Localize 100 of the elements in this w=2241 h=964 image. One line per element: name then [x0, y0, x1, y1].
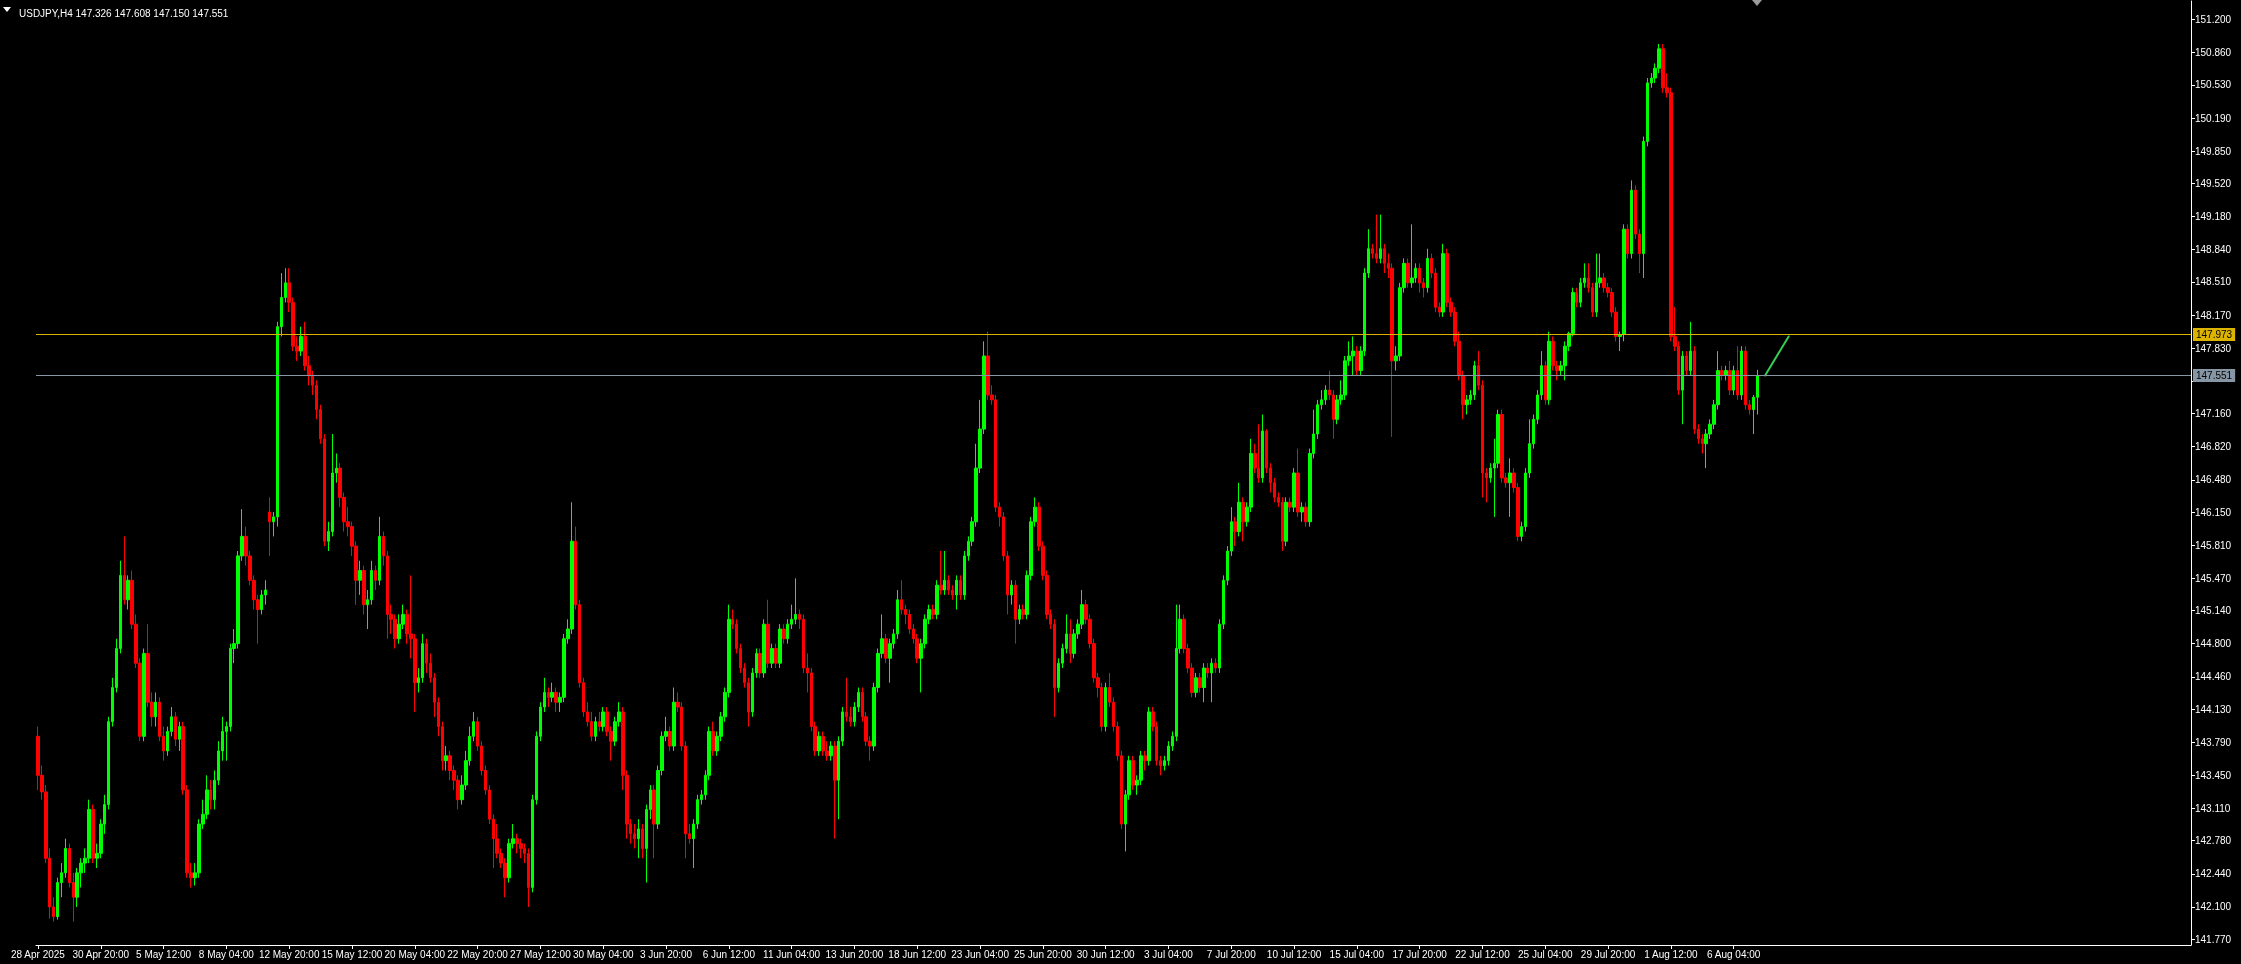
- candlestick: [955, 574, 958, 611]
- y-tick-label: 144.460: [2195, 671, 2232, 683]
- candlestick: [594, 716, 597, 742]
- candlestick: [154, 691, 157, 728]
- candlestick: [762, 618, 766, 679]
- candlestick: [986, 331, 990, 401]
- candlestick: [1508, 457, 1512, 518]
- y-tick-label: 149.520: [2195, 177, 2232, 189]
- candlestick: [209, 779, 212, 810]
- x-tick-label: 30 Apr 20:00: [72, 948, 130, 960]
- candlestick: [358, 560, 362, 596]
- y-tick-label: 150.190: [2195, 112, 2232, 124]
- y-tick-label: 144.800: [2195, 638, 2232, 650]
- candlestick: [601, 706, 605, 732]
- candlestick: [668, 726, 672, 752]
- y-tick-label: 147.830: [2195, 342, 2232, 354]
- candlestick: [1261, 413, 1264, 484]
- candlestick: [1575, 287, 1578, 308]
- y-tick-label: 143.110: [2195, 802, 2231, 814]
- candlestick: [515, 833, 519, 854]
- x-tick-label: 6 Jun 12:00: [702, 948, 756, 960]
- candlestick: [1375, 214, 1378, 264]
- candlestick: [1021, 604, 1025, 620]
- candlestick: [1194, 672, 1198, 698]
- candlestick: [829, 740, 833, 762]
- x-tick-label: 27 May 12:00: [510, 948, 572, 960]
- candlestick: [1233, 516, 1237, 547]
- candlestick: [1602, 272, 1606, 294]
- candlestick: [1681, 350, 1684, 425]
- candlestick: [1014, 579, 1017, 645]
- y-tick-label: 150.530: [2195, 79, 2232, 91]
- candlestick: [268, 496, 271, 557]
- candlestick: [817, 730, 821, 757]
- ref-line-label: 147.973: [2196, 329, 2233, 341]
- ref-line-label: 147.551: [2196, 369, 2233, 381]
- candlestick: [1206, 662, 1209, 679]
- candlestick: [1383, 243, 1386, 274]
- x-tick-label: 30 May 04:00: [572, 948, 634, 960]
- candlestick: [1728, 360, 1732, 396]
- candlestick: [126, 574, 130, 611]
- y-tick-label: 145.470: [2195, 572, 2232, 584]
- x-tick-label: 8 May 04:00: [198, 948, 255, 960]
- x-tick-label: 3 Jul 04:00: [1143, 948, 1194, 960]
- candlestick: [1355, 345, 1359, 376]
- text: USDJPY,H4 147.326 147.608 147.150 147.551: [19, 7, 229, 19]
- candlestick: [711, 721, 715, 757]
- y-tick-label: 146.150: [2195, 506, 2232, 518]
- x-tick-label: 22 Jul 12:00: [1455, 948, 1511, 960]
- y-tick-label: 148.510: [2195, 276, 2232, 288]
- candlestick: [91, 804, 95, 864]
- candlestick: [1304, 501, 1308, 528]
- x-tick-label: 15 Jul 04:00: [1329, 948, 1385, 960]
- y-tick-label: 145.140: [2195, 605, 2232, 616]
- candlestick: [374, 565, 377, 591]
- candlestick: [794, 577, 797, 625]
- x-tick-label: 12 May 20:00: [258, 948, 320, 960]
- y-tick-label: 144.130: [2195, 703, 2232, 715]
- x-tick-label: 25 Jun 20:00: [1013, 948, 1073, 960]
- y-tick-label: 151.200: [2195, 14, 2232, 26]
- candlestick: [1210, 657, 1213, 703]
- candlestick: [519, 838, 523, 859]
- candlestick: [637, 818, 640, 859]
- x-tick-label: 22 May 20:00: [447, 948, 509, 960]
- candlestick: [1257, 423, 1260, 484]
- candlestick: [178, 721, 181, 752]
- y-tick-label: 146.820: [2195, 441, 2232, 453]
- candlestick: [943, 550, 946, 596]
- candlestick: [1284, 496, 1288, 547]
- x-tick-label: 10 Jul 12:00: [1266, 948, 1322, 960]
- x-tick-label: 13 Jun 20:00: [825, 948, 884, 960]
- y-tick-label: 150.860: [2195, 47, 2232, 59]
- candlestick: [1661, 43, 1665, 94]
- y-tick-label: 141.770: [2195, 933, 2232, 945]
- candlestick: [1010, 579, 1013, 606]
- candlestick: [123, 535, 126, 606]
- candlestick: [1544, 360, 1547, 406]
- candlestick: [1379, 214, 1382, 264]
- candlestick: [1143, 750, 1147, 771]
- candlestick: [1241, 496, 1245, 542]
- candlestick: [1626, 223, 1629, 259]
- candlestick: [174, 711, 177, 747]
- candlestick: [931, 604, 935, 620]
- x-tick-label: 28 Apr 2025: [10, 948, 66, 960]
- candlestick: [1740, 345, 1743, 401]
- x-tick-label: 11 Jun 04:00: [763, 948, 821, 960]
- candlestick: [633, 823, 636, 849]
- x-tick-label: 5 May 12:00: [136, 948, 192, 960]
- candlestick: [1198, 672, 1202, 693]
- candlestick: [1292, 467, 1296, 513]
- x-tick-label: 29 Jul 20:00: [1580, 948, 1636, 960]
- y-tick-label: 142.780: [2195, 835, 2232, 847]
- candlestick: [550, 682, 554, 703]
- candlestick: [1214, 657, 1217, 674]
- candlestick: [142, 648, 146, 742]
- x-tick-label: 17 Jul 20:00: [1392, 948, 1448, 960]
- x-tick-label: 30 Jun 12:00: [1076, 948, 1135, 960]
- candlestick: [1500, 409, 1504, 484]
- candlestick: [362, 565, 366, 615]
- candlestick: [1237, 482, 1241, 537]
- candlestick: [1018, 604, 1021, 625]
